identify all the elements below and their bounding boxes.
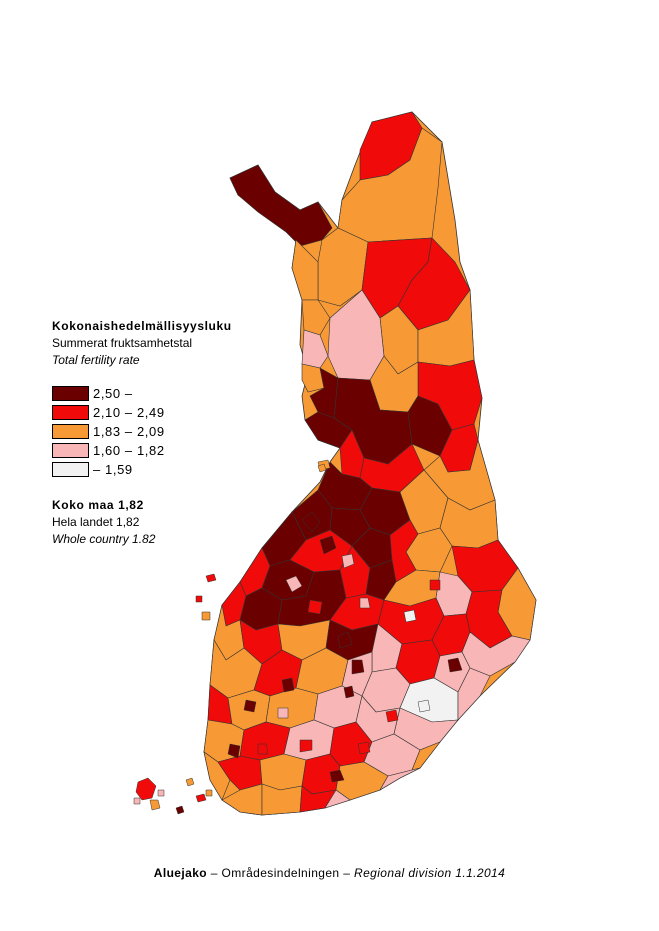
legend-class-row: 2,50 – — [52, 384, 232, 403]
legend-class-row: 2,10 – 2,49 — [52, 403, 232, 422]
legend-class-label: 1,83 – 2,09 — [93, 424, 165, 439]
whole-country-sv: Hela landet 1,82 — [52, 515, 140, 529]
region-riihimaki — [259, 753, 307, 791]
legend-class-label: 2,10 – 2,49 — [93, 405, 165, 420]
region-tornio — [301, 363, 325, 393]
legend-class-label: 1,60 – 1,82 — [93, 443, 165, 458]
legend-swatch — [52, 443, 89, 458]
region-pello — [301, 329, 329, 369]
aland-islands — [133, 777, 213, 815]
region-kotka — [379, 767, 421, 791]
legend-title-en: Total fertility rate — [52, 353, 140, 367]
legend-class-row: 1,60 – 1,82 — [52, 441, 232, 460]
legend-class-row: – 1,59 — [52, 460, 232, 479]
caption-separator: – — [207, 866, 222, 880]
legend-class-row: 1,83 – 2,09 — [52, 422, 232, 441]
region-parikkala — [457, 667, 491, 721]
caption-fi: Aluejako — [153, 866, 207, 880]
map-legend: Kokonaishedelmällisyysluku Summerat fruk… — [52, 318, 232, 548]
legend-class-label: 2,50 – — [93, 386, 133, 401]
region-helsinki — [324, 789, 351, 809]
small-municipalities — [227, 459, 463, 783]
caption-separator: – — [339, 866, 355, 880]
region-enontekio — [229, 164, 333, 247]
caption-en: Regional division 1.1.2014 — [354, 866, 506, 880]
legend-title-sv: Summerat fruktsamhetstal — [52, 336, 193, 350]
caption-sv: Områdesindelningen — [221, 866, 340, 880]
legend-swatch — [52, 386, 89, 401]
whole-country-fi: Koko maa 1,82 — [52, 498, 144, 512]
legend-title-fi: Kokonaishedelmällisyysluku — [52, 319, 232, 333]
whole-country-block: Koko maa 1,82 Hela landet 1,82 Whole cou… — [52, 497, 232, 548]
legend-swatch — [52, 405, 89, 420]
coastal-islets — [195, 463, 327, 621]
legend-swatch — [52, 424, 89, 439]
region-kolari — [301, 299, 331, 336]
legend-classes: 2,50 – 2,10 – 2,49 1,83 – 2,09 1,60 – 1,… — [52, 384, 232, 479]
legend-swatch — [52, 462, 89, 477]
whole-country-en: Whole country 1.82 — [52, 532, 156, 546]
legend-class-label: – 1,59 — [93, 462, 133, 477]
regional-division-caption: Aluejako – Områdesindelningen – Regional… — [0, 866, 659, 880]
